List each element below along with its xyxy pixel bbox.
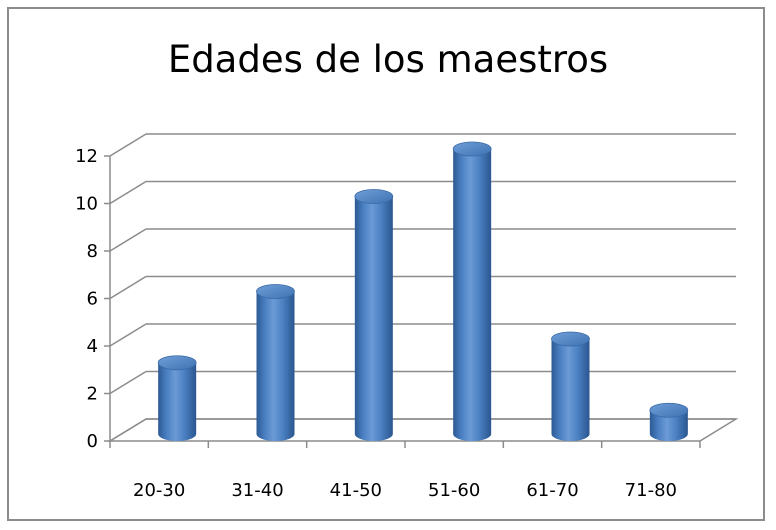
gridline-depth bbox=[109, 180, 147, 205]
bar-top bbox=[452, 141, 492, 157]
x-tick-label: 31-40 bbox=[231, 480, 283, 501]
y-tick-label: 8 bbox=[87, 241, 98, 262]
x-tick-label: 61-70 bbox=[526, 480, 578, 501]
bar-body bbox=[551, 339, 590, 442]
bar-body bbox=[158, 362, 197, 442]
chart-floor bbox=[107, 418, 739, 442]
gridline-depth bbox=[109, 275, 147, 300]
x-tick-label: 41-50 bbox=[330, 480, 382, 501]
labels-layer: 0 2 4 6 8 10 12 20-30 31-40 41-50 51-60 61-70 71-80 bbox=[75, 146, 677, 501]
bar bbox=[452, 141, 492, 442]
chart-title: Edades de los maestros bbox=[167, 38, 609, 81]
grid-layer bbox=[109, 133, 736, 442]
y-tick-label: 10 bbox=[75, 194, 98, 215]
y-tick-label: 2 bbox=[87, 384, 98, 405]
bar bbox=[354, 189, 394, 442]
bar-top bbox=[551, 331, 590, 347]
bar-body bbox=[453, 149, 492, 442]
bar bbox=[649, 402, 689, 442]
gridline-depth bbox=[109, 323, 147, 347]
gridline-depth bbox=[109, 228, 147, 252]
bar-top bbox=[649, 402, 689, 418]
y-tick-label: 0 bbox=[87, 431, 98, 452]
bar-body bbox=[649, 410, 688, 442]
bar bbox=[551, 331, 590, 442]
x-tick-label: 20-30 bbox=[133, 480, 185, 501]
bar-top bbox=[256, 284, 295, 299]
y-tick-label: 12 bbox=[75, 146, 98, 167]
bar-body bbox=[256, 291, 295, 442]
y-tick-label: 4 bbox=[87, 336, 98, 357]
bar-body bbox=[354, 196, 393, 442]
bars-layer bbox=[157, 141, 689, 442]
x-tick-label: 71-80 bbox=[625, 480, 677, 501]
bar bbox=[256, 284, 295, 442]
axis-layer bbox=[104, 155, 739, 448]
x-tick-label: 51-60 bbox=[428, 480, 480, 501]
bar-top bbox=[354, 189, 394, 204]
bar-top bbox=[157, 355, 197, 371]
gridline-depth bbox=[109, 133, 147, 157]
y-tick-label: 6 bbox=[87, 289, 98, 310]
bar bbox=[157, 355, 197, 442]
gridline-depth bbox=[109, 370, 147, 395]
